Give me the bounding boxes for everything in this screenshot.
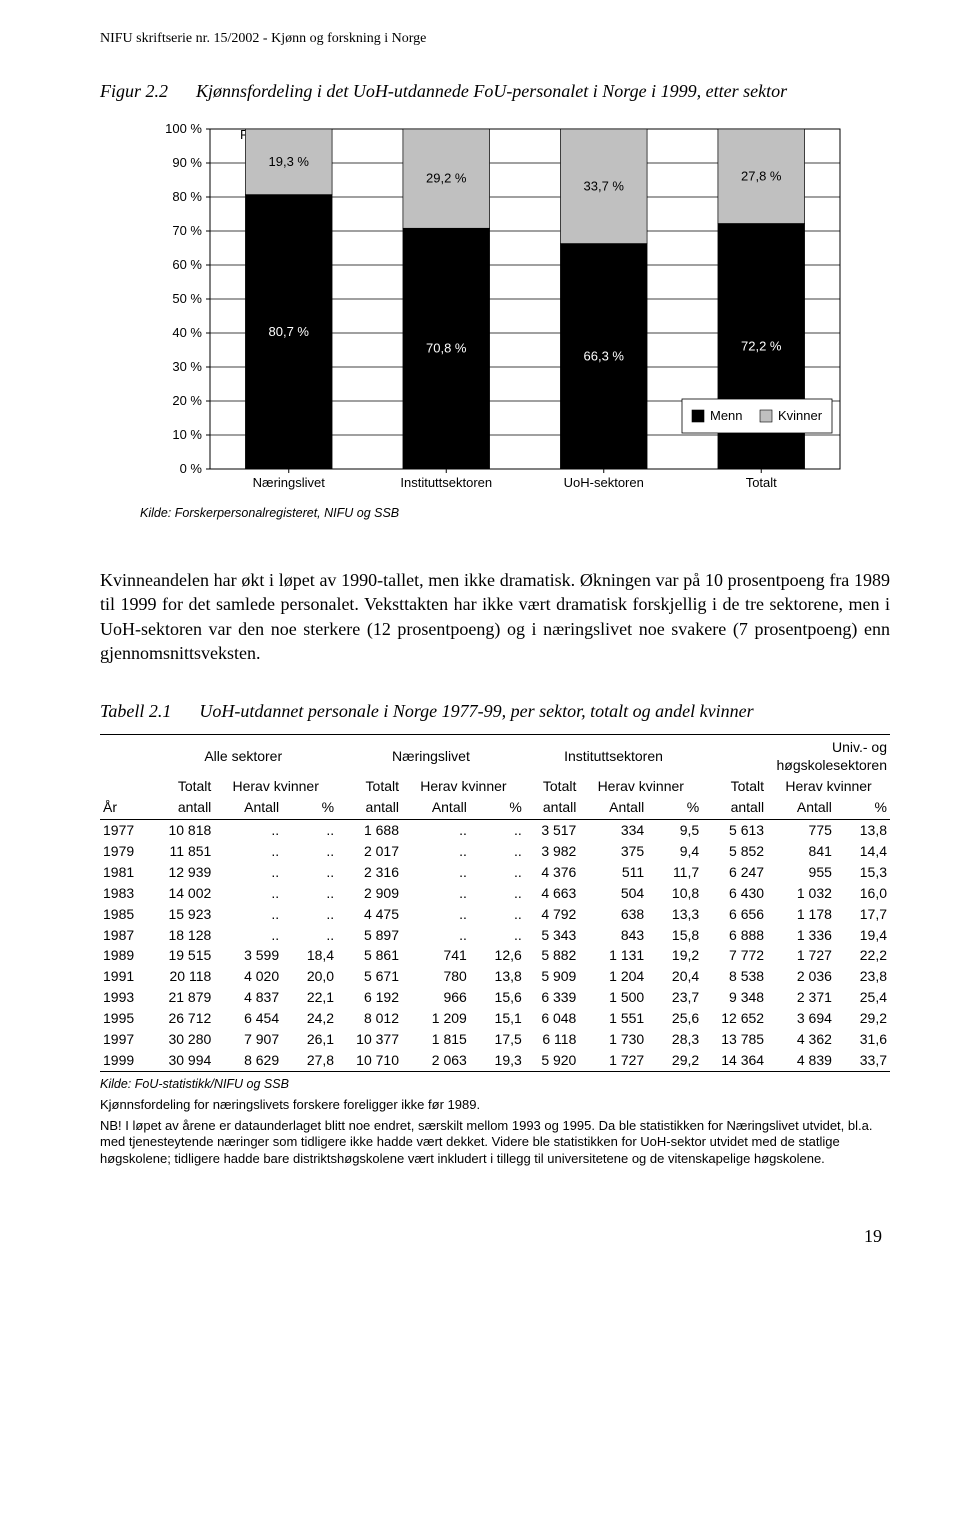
table-row: 199930 9948 62927,810 7102 06319,35 9201… — [100, 1050, 890, 1071]
svg-text:20 %: 20 % — [172, 393, 202, 408]
svg-text:50 %: 50 % — [172, 291, 202, 306]
table-row: 199526 7126 45424,28 0121 20915,16 0481 … — [100, 1008, 890, 1029]
chart-svg: 0 % 10 % 20 % 30 % 40 % 50 % 60 % 70 % 80 % 90 % 1… — [140, 119, 860, 499]
svg-text:40 %: 40 % — [172, 325, 202, 340]
svg-text:Instituttsektoren: Instituttsektoren — [400, 475, 492, 490]
svg-text:0 %: 0 % — [180, 461, 203, 476]
svg-text:80,7 %: 80,7 % — [269, 324, 310, 339]
svg-text:60 %: 60 % — [172, 257, 202, 272]
table-row: 197710 818....1 688....3 5173349,55 6137… — [100, 820, 890, 841]
table-row: 199120 1184 02020,05 67178013,85 9091 20… — [100, 966, 890, 987]
table-title: Tabell 2.1 UoH-utdannet personale i Norg… — [100, 699, 890, 723]
figure-title: Figur 2.2 Kjønnsfordeling i det UoH-utda… — [100, 79, 890, 103]
svg-text:27,8 %: 27,8 % — [741, 168, 782, 183]
page-header: NIFU skriftserie nr. 15/2002 - Kjønn og … — [100, 30, 890, 49]
svg-text:Kvinner: Kvinner — [778, 408, 823, 423]
table-row: 198112 939....2 316....4 37651111,76 247… — [100, 862, 890, 883]
svg-text:72,2 %: 72,2 % — [741, 338, 782, 353]
svg-text:70,8 %: 70,8 % — [426, 341, 467, 356]
table-row: 199321 8794 83722,16 19296615,66 3391 50… — [100, 987, 890, 1008]
svg-text:Næringslivet: Næringslivet — [253, 475, 326, 490]
svg-text:70 %: 70 % — [172, 223, 202, 238]
table-row: 198515 923....4 475....4 79263813,36 656… — [100, 904, 890, 925]
svg-text:66,3 %: 66,3 % — [584, 348, 625, 363]
table-row: 198314 002....2 909....4 66350410,86 430… — [100, 883, 890, 904]
figure-title-text: Kjønnsfordeling i det UoH-utdannede FoU-… — [196, 79, 890, 103]
svg-text:100 %: 100 % — [165, 121, 202, 136]
table-row: 198919 5153 59918,45 86174112,65 8821 13… — [100, 945, 890, 966]
table-row: 198718 128....5 897....5 34384315,86 888… — [100, 925, 890, 946]
svg-text:10 %: 10 % — [172, 427, 202, 442]
table-source: Kilde: FoU-statistikk/NIFU og SSB — [100, 1076, 890, 1093]
table-row: 197911 851....2 017....3 9823759,45 8528… — [100, 841, 890, 862]
svg-text:19,3 %: 19,3 % — [269, 154, 310, 169]
table-label: Tabell 2.1 — [100, 699, 171, 723]
table-row: 199730 2807 90726,110 3771 81517,56 1181… — [100, 1029, 890, 1050]
table-note-1: Kjønnsfordeling for næringslivets forske… — [100, 1097, 890, 1114]
data-table: Alle sektorerNæringslivetInstituttsektor… — [100, 734, 890, 1072]
page-number: 19 — [100, 1224, 890, 1248]
svg-text:90 %: 90 % — [172, 155, 202, 170]
svg-text:29,2 %: 29,2 % — [426, 171, 467, 186]
svg-text:30 %: 30 % — [172, 359, 202, 374]
table-note-2: NB! I løpet av årene er dataunderlaget b… — [100, 1118, 890, 1169]
svg-text:33,7 %: 33,7 % — [584, 178, 625, 193]
figure-label: Figur 2.2 — [100, 79, 168, 103]
svg-text:80 %: 80 % — [172, 189, 202, 204]
svg-text:UoH-sektoren: UoH-sektoren — [564, 475, 644, 490]
svg-text:Totalt: Totalt — [746, 475, 777, 490]
svg-text:Menn: Menn — [710, 408, 743, 423]
table-title-text: UoH-utdannet personale i Norge 1977-99, … — [199, 699, 890, 723]
body-paragraph: Kvinneandelen har økt i løpet av 1990-ta… — [100, 568, 890, 665]
stacked-bar-chart: 0 % 10 % 20 % 30 % 40 % 50 % 60 % 70 % 80 % 90 % 1… — [140, 119, 860, 499]
chart-source: Kilde: Forskerpersonalregisteret, NIFU o… — [140, 505, 890, 522]
